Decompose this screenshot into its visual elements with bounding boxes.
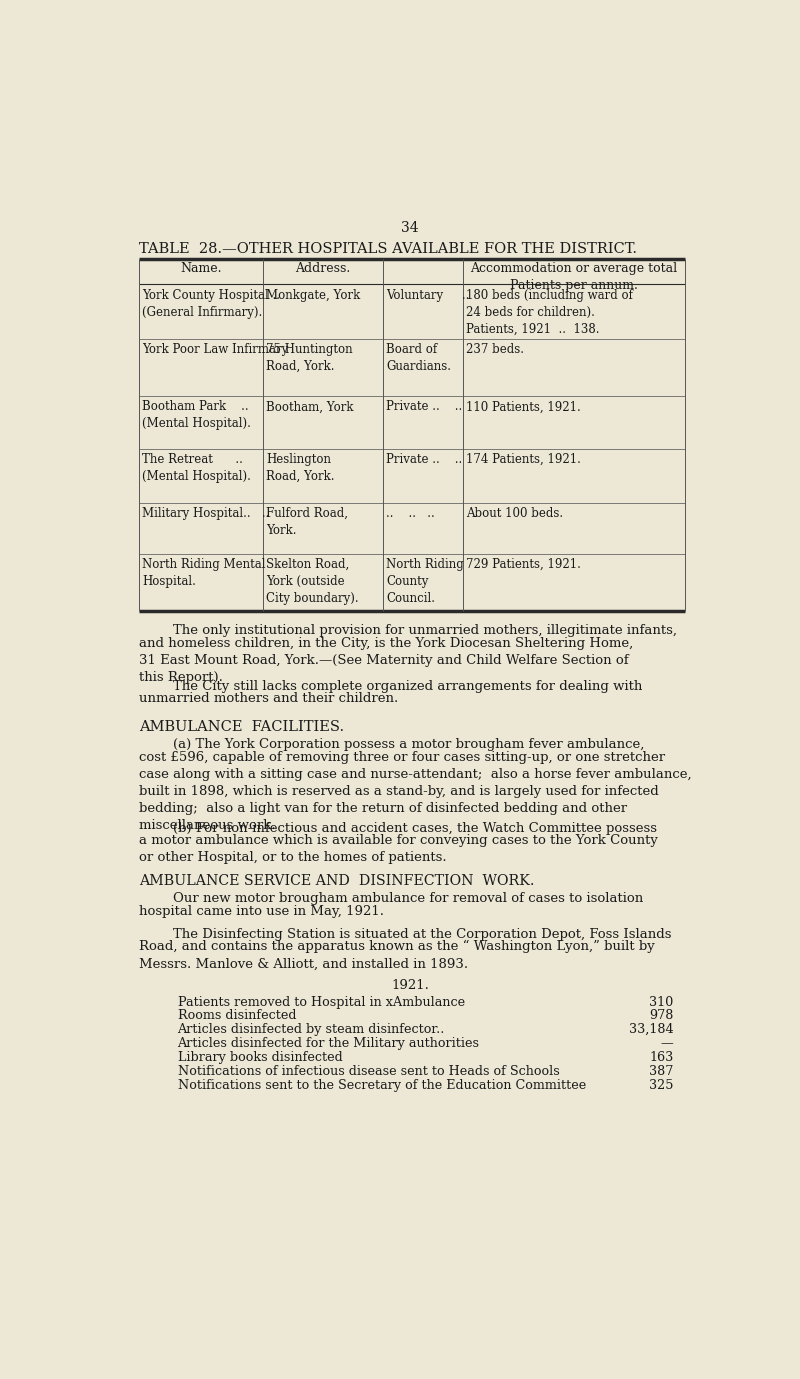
Text: AMBULANCE  FACILITIES.: AMBULANCE FACILITIES.	[138, 720, 344, 734]
Text: AMBULANCE SERVICE AND  DISINFECTION  WORK.: AMBULANCE SERVICE AND DISINFECTION WORK.	[138, 874, 534, 888]
Text: Bootham Park    ..
(Mental Hospital).: Bootham Park .. (Mental Hospital).	[142, 400, 250, 430]
Text: Private ..    ..: Private .. ..	[386, 400, 462, 414]
Text: The City still lacks complete organized arrangements for dealing with: The City still lacks complete organized …	[138, 680, 642, 692]
Text: (b) For non-infectious and accident cases, the Watch Committee possess: (b) For non-infectious and accident case…	[138, 822, 657, 834]
Text: 180 beds (including ward of
24 beds for children).
Patients, 1921  ..  138.: 180 beds (including ward of 24 beds for …	[466, 288, 633, 335]
Text: The Retreat      ..
(Mental Hospital).: The Retreat .. (Mental Hospital).	[142, 452, 250, 483]
Text: Rooms disinfected: Rooms disinfected	[178, 1009, 296, 1022]
Text: Bootham, York: Bootham, York	[266, 400, 354, 414]
Text: Articles disinfected by steam disinfector..: Articles disinfected by steam disinfecto…	[178, 1023, 445, 1036]
Text: Heslington
Road, York.: Heslington Road, York.	[266, 452, 334, 483]
Text: 174 Patients, 1921.: 174 Patients, 1921.	[466, 452, 581, 466]
Text: Board of
Guardians.: Board of Guardians.	[386, 342, 451, 372]
Text: Military Hospital..   ..: Military Hospital.. ..	[142, 506, 270, 520]
Text: Private ..    ..: Private .. ..	[386, 452, 462, 466]
Text: 325: 325	[649, 1078, 674, 1092]
Text: York County Hospital ..
(General Infirmary).: York County Hospital .. (General Infirma…	[142, 288, 280, 319]
Text: 387: 387	[649, 1065, 674, 1078]
Text: 33,184: 33,184	[629, 1023, 674, 1036]
Text: ..    ..   ..: .. .. ..	[386, 506, 434, 520]
Text: Accommodation or average total
Patients per annum.: Accommodation or average total Patients …	[470, 262, 677, 292]
Text: York Poor Law Infirmary: York Poor Law Infirmary	[142, 342, 288, 356]
Text: Voluntary     ..: Voluntary ..	[386, 288, 470, 302]
Text: Patients removed to Hospital in xAmbulance: Patients removed to Hospital in xAmbulan…	[178, 996, 465, 1008]
Text: Name.: Name.	[180, 262, 222, 274]
Text: 729 Patients, 1921.: 729 Patients, 1921.	[466, 558, 581, 571]
Text: Road, and contains the apparatus known as the “ Washington Lyon,” built by
Messr: Road, and contains the apparatus known a…	[138, 940, 654, 971]
Text: Notifications of infectious disease sent to Heads of Schools: Notifications of infectious disease sent…	[178, 1065, 559, 1078]
Text: TABLE  28.—OTHER HOSPITALS AVAILABLE FOR THE DISTRICT.: TABLE 28.—OTHER HOSPITALS AVAILABLE FOR …	[138, 243, 637, 256]
Text: 978: 978	[649, 1009, 674, 1022]
Text: North Riding Mental
Hospital.: North Riding Mental Hospital.	[142, 558, 266, 589]
Text: Notifications sent to the Secretary of the Education Committee: Notifications sent to the Secretary of t…	[178, 1078, 586, 1092]
Text: Address.: Address.	[295, 262, 351, 274]
Text: The Disinfecting Station is situated at the Corporation Depot, Foss Islands: The Disinfecting Station is situated at …	[138, 928, 671, 940]
Text: —: —	[661, 1037, 674, 1051]
Text: unmarried mothers and their children.: unmarried mothers and their children.	[138, 692, 398, 705]
Text: Monkgate, York: Monkgate, York	[266, 288, 360, 302]
Text: 237 beds.: 237 beds.	[466, 342, 524, 356]
Text: The only institutional provision for unmarried mothers, illegitimate infants,: The only institutional provision for unm…	[138, 625, 677, 637]
Text: 34: 34	[401, 221, 419, 234]
Text: and homeless children, in the City, is the York Diocesan Sheltering Home,
31 Eas: and homeless children, in the City, is t…	[138, 637, 633, 684]
Text: Fulford Road,
York.: Fulford Road, York.	[266, 506, 348, 536]
Text: Our new motor brougham ambulance for removal of cases to isolation: Our new motor brougham ambulance for rem…	[138, 892, 643, 906]
Text: hospital came into use in May, 1921.: hospital came into use in May, 1921.	[138, 905, 384, 917]
Text: Articles disinfected for the Military authorities: Articles disinfected for the Military au…	[178, 1037, 479, 1051]
Text: (a) The York Corporation possess a motor brougham fever ambulance,: (a) The York Corporation possess a motor…	[138, 738, 644, 752]
Text: cost £596, capable of removing three or four cases sitting-up, or one stretcher
: cost £596, capable of removing three or …	[138, 750, 691, 832]
Text: Library books disinfected: Library books disinfected	[178, 1051, 342, 1065]
Text: 310: 310	[650, 996, 674, 1008]
Text: North Riding
County
Council.: North Riding County Council.	[386, 558, 464, 605]
Text: 163: 163	[650, 1051, 674, 1065]
Text: 75 Huntington
Road, York.: 75 Huntington Road, York.	[266, 342, 353, 372]
Text: 1921.: 1921.	[391, 979, 429, 992]
Text: a motor ambulance which is available for conveying cases to the York County
or o: a motor ambulance which is available for…	[138, 834, 658, 863]
Text: 110 Patients, 1921.: 110 Patients, 1921.	[466, 400, 581, 414]
Text: About 100 beds.: About 100 beds.	[466, 506, 563, 520]
Text: Skelton Road,
York (outside
City boundary).: Skelton Road, York (outside City boundar…	[266, 558, 358, 605]
